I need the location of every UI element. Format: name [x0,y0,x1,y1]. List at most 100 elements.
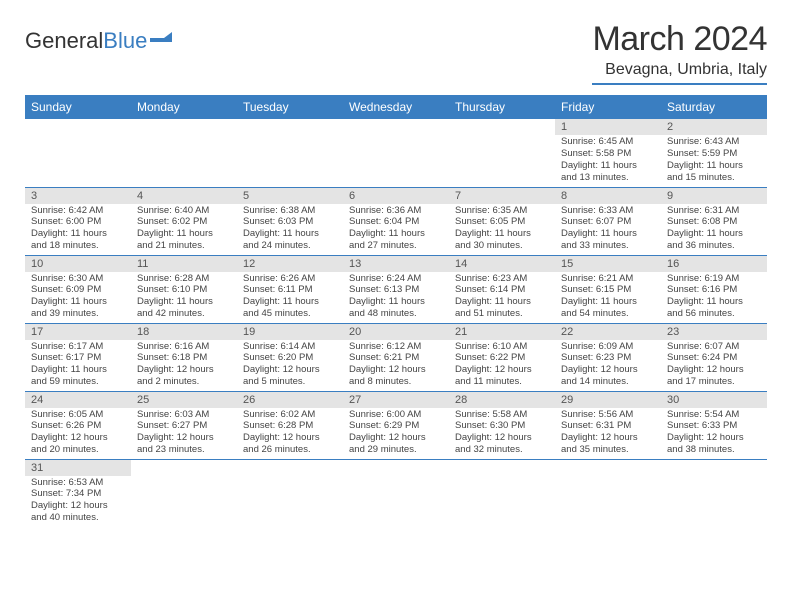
calendar-empty-cell [449,459,555,527]
day-number: 24 [25,392,131,408]
calendar-empty-cell [131,119,237,187]
day-info: Sunrise: 6:17 AMSunset: 6:17 PMDaylight:… [25,340,131,391]
day-number: 11 [131,256,237,272]
calendar-table: SundayMondayTuesdayWednesdayThursdayFrid… [25,95,767,527]
day-info: Sunrise: 6:12 AMSunset: 6:21 PMDaylight:… [343,340,449,391]
day-info: Sunrise: 6:45 AMSunset: 5:58 PMDaylight:… [555,135,661,186]
day-number: 27 [343,392,449,408]
day-info: Sunrise: 6:26 AMSunset: 6:11 PMDaylight:… [237,272,343,323]
calendar-day-cell: 24Sunrise: 6:05 AMSunset: 6:26 PMDayligh… [25,391,131,459]
calendar-day-cell: 29Sunrise: 5:56 AMSunset: 6:31 PMDayligh… [555,391,661,459]
calendar-day-cell: 1Sunrise: 6:45 AMSunset: 5:58 PMDaylight… [555,119,661,187]
day-info: Sunrise: 6:38 AMSunset: 6:03 PMDaylight:… [237,204,343,255]
day-number: 19 [237,324,343,340]
calendar-empty-cell [25,119,131,187]
day-number: 9 [661,188,767,204]
weekday-header: Sunday [25,95,131,119]
calendar-day-cell: 14Sunrise: 6:23 AMSunset: 6:14 PMDayligh… [449,255,555,323]
day-info: Sunrise: 6:14 AMSunset: 6:20 PMDaylight:… [237,340,343,391]
day-number: 2 [661,119,767,135]
day-number: 22 [555,324,661,340]
calendar-day-cell: 25Sunrise: 6:03 AMSunset: 6:27 PMDayligh… [131,391,237,459]
day-number: 31 [25,460,131,476]
calendar-day-cell: 31Sunrise: 6:53 AMSunset: 7:34 PMDayligh… [25,459,131,527]
day-info: Sunrise: 6:30 AMSunset: 6:09 PMDaylight:… [25,272,131,323]
calendar-empty-cell [555,459,661,527]
day-number: 29 [555,392,661,408]
day-info: Sunrise: 6:40 AMSunset: 6:02 PMDaylight:… [131,204,237,255]
day-info: Sunrise: 6:28 AMSunset: 6:10 PMDaylight:… [131,272,237,323]
calendar-day-cell: 7Sunrise: 6:35 AMSunset: 6:05 PMDaylight… [449,187,555,255]
calendar-day-cell: 11Sunrise: 6:28 AMSunset: 6:10 PMDayligh… [131,255,237,323]
day-number: 12 [237,256,343,272]
calendar-day-cell: 22Sunrise: 6:09 AMSunset: 6:23 PMDayligh… [555,323,661,391]
day-number: 6 [343,188,449,204]
calendar-week-row: 3Sunrise: 6:42 AMSunset: 6:00 PMDaylight… [25,187,767,255]
calendar-day-cell: 8Sunrise: 6:33 AMSunset: 6:07 PMDaylight… [555,187,661,255]
calendar-week-row: 31Sunrise: 6:53 AMSunset: 7:34 PMDayligh… [25,459,767,527]
weekday-header: Monday [131,95,237,119]
day-number: 16 [661,256,767,272]
calendar-week-row: 1Sunrise: 6:45 AMSunset: 5:58 PMDaylight… [25,119,767,187]
weekday-header: Friday [555,95,661,119]
day-info: Sunrise: 5:58 AMSunset: 6:30 PMDaylight:… [449,408,555,459]
day-number: 18 [131,324,237,340]
calendar-day-cell: 3Sunrise: 6:42 AMSunset: 6:00 PMDaylight… [25,187,131,255]
day-info: Sunrise: 6:03 AMSunset: 6:27 PMDaylight:… [131,408,237,459]
day-info: Sunrise: 6:02 AMSunset: 6:28 PMDaylight:… [237,408,343,459]
day-number: 7 [449,188,555,204]
calendar-day-cell: 13Sunrise: 6:24 AMSunset: 6:13 PMDayligh… [343,255,449,323]
calendar-day-cell: 5Sunrise: 6:38 AMSunset: 6:03 PMDaylight… [237,187,343,255]
logo: GeneralBlue [25,28,176,54]
logo-text-1: General [25,28,103,54]
day-info: Sunrise: 6:31 AMSunset: 6:08 PMDaylight:… [661,204,767,255]
day-number: 17 [25,324,131,340]
day-info: Sunrise: 6:05 AMSunset: 6:26 PMDaylight:… [25,408,131,459]
weekday-header: Saturday [661,95,767,119]
calendar-empty-cell [343,119,449,187]
day-info: Sunrise: 6:23 AMSunset: 6:14 PMDaylight:… [449,272,555,323]
day-number: 26 [237,392,343,408]
month-title: March 2024 [592,20,767,59]
weekday-header-row: SundayMondayTuesdayWednesdayThursdayFrid… [25,95,767,119]
day-number: 15 [555,256,661,272]
calendar-day-cell: 12Sunrise: 6:26 AMSunset: 6:11 PMDayligh… [237,255,343,323]
calendar-day-cell: 19Sunrise: 6:14 AMSunset: 6:20 PMDayligh… [237,323,343,391]
calendar-empty-cell [131,459,237,527]
calendar-empty-cell [449,119,555,187]
day-number: 4 [131,188,237,204]
calendar-day-cell: 23Sunrise: 6:07 AMSunset: 6:24 PMDayligh… [661,323,767,391]
weekday-header: Thursday [449,95,555,119]
day-number: 14 [449,256,555,272]
calendar-day-cell: 15Sunrise: 6:21 AMSunset: 6:15 PMDayligh… [555,255,661,323]
calendar-week-row: 17Sunrise: 6:17 AMSunset: 6:17 PMDayligh… [25,323,767,391]
day-info: Sunrise: 6:36 AMSunset: 6:04 PMDaylight:… [343,204,449,255]
header: GeneralBlue March 2024 Bevagna, Umbria, … [25,20,767,85]
calendar-day-cell: 16Sunrise: 6:19 AMSunset: 6:16 PMDayligh… [661,255,767,323]
calendar-day-cell: 18Sunrise: 6:16 AMSunset: 6:18 PMDayligh… [131,323,237,391]
day-info: Sunrise: 6:42 AMSunset: 6:00 PMDaylight:… [25,204,131,255]
calendar-day-cell: 27Sunrise: 6:00 AMSunset: 6:29 PMDayligh… [343,391,449,459]
calendar-day-cell: 10Sunrise: 6:30 AMSunset: 6:09 PMDayligh… [25,255,131,323]
day-info: Sunrise: 6:43 AMSunset: 5:59 PMDaylight:… [661,135,767,186]
day-info: Sunrise: 6:10 AMSunset: 6:22 PMDaylight:… [449,340,555,391]
flag-icon [150,28,176,54]
calendar-week-row: 24Sunrise: 6:05 AMSunset: 6:26 PMDayligh… [25,391,767,459]
day-info: Sunrise: 6:21 AMSunset: 6:15 PMDaylight:… [555,272,661,323]
calendar-empty-cell [661,459,767,527]
day-info: Sunrise: 6:09 AMSunset: 6:23 PMDaylight:… [555,340,661,391]
location: Bevagna, Umbria, Italy [592,61,767,85]
logo-text-2: Blue [103,28,147,54]
calendar-day-cell: 30Sunrise: 5:54 AMSunset: 6:33 PMDayligh… [661,391,767,459]
day-number: 21 [449,324,555,340]
day-number: 30 [661,392,767,408]
day-info: Sunrise: 6:19 AMSunset: 6:16 PMDaylight:… [661,272,767,323]
weekday-header: Tuesday [237,95,343,119]
day-info: Sunrise: 6:16 AMSunset: 6:18 PMDaylight:… [131,340,237,391]
day-number: 20 [343,324,449,340]
day-info: Sunrise: 6:33 AMSunset: 6:07 PMDaylight:… [555,204,661,255]
weekday-header: Wednesday [343,95,449,119]
day-number: 10 [25,256,131,272]
day-number: 28 [449,392,555,408]
calendar-day-cell: 21Sunrise: 6:10 AMSunset: 6:22 PMDayligh… [449,323,555,391]
